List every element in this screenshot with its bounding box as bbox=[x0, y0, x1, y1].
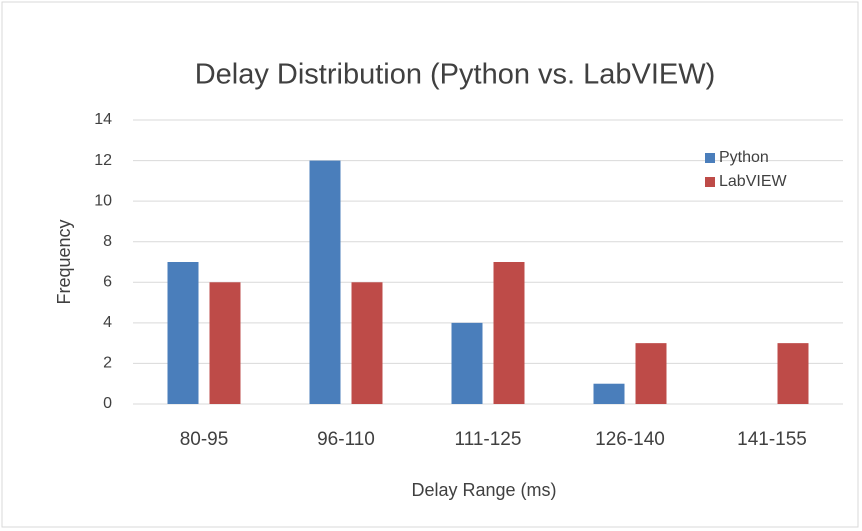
bar bbox=[493, 262, 525, 404]
y-tick-label: 14 bbox=[94, 111, 112, 128]
x-tick-label: 111-125 bbox=[455, 429, 522, 450]
y-tick-label: 2 bbox=[103, 355, 112, 372]
bar bbox=[167, 262, 199, 404]
chart-title: Delay Distribution (Python vs. LabVIEW) bbox=[195, 59, 716, 91]
y-tick-label: 10 bbox=[94, 192, 112, 209]
bar bbox=[351, 282, 383, 404]
bar bbox=[635, 343, 667, 404]
y-tick-label: 6 bbox=[103, 274, 112, 291]
legend-label: Python bbox=[719, 149, 769, 166]
bar bbox=[777, 343, 809, 404]
x-tick-label: 80-95 bbox=[180, 429, 229, 450]
bar bbox=[209, 282, 241, 404]
y-tick-label: 8 bbox=[103, 233, 112, 250]
legend-swatch bbox=[705, 177, 715, 187]
x-tick-label: 141-155 bbox=[737, 429, 807, 450]
x-tick-label: 96-110 bbox=[317, 429, 375, 450]
bar bbox=[309, 160, 341, 404]
bar bbox=[593, 383, 625, 404]
y-tick-label: 12 bbox=[94, 152, 112, 169]
bar bbox=[451, 322, 483, 404]
y-axis-label: Frequency bbox=[54, 219, 74, 304]
legend-label: LabVIEW bbox=[719, 173, 787, 190]
x-tick-label: 126-140 bbox=[595, 429, 665, 450]
y-tick-label: 0 bbox=[103, 395, 112, 412]
y-tick-label: 4 bbox=[103, 314, 112, 331]
x-axis-label: Delay Range (ms) bbox=[411, 480, 556, 500]
legend-swatch bbox=[705, 153, 715, 163]
